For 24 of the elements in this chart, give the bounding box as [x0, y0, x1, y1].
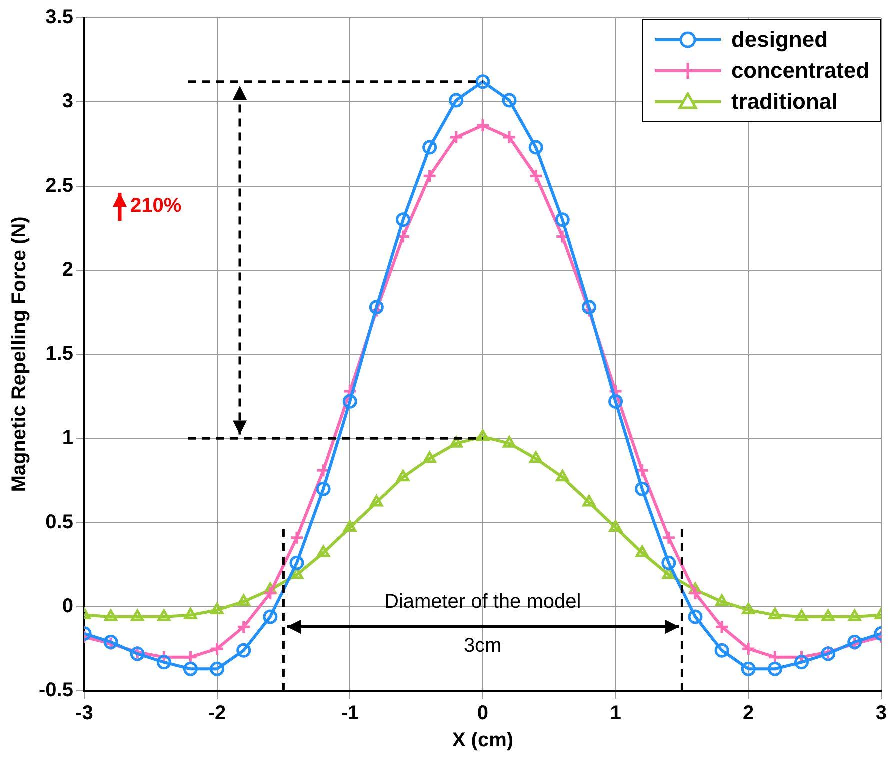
- y-tick-label: 1.5: [46, 343, 74, 366]
- x-tick-label: 0: [477, 702, 489, 725]
- y-tick-label: 3: [62, 90, 74, 113]
- y-tick-label: 2: [62, 258, 74, 281]
- x-tick-label: -2: [208, 702, 226, 725]
- annotation: 3cm: [464, 634, 502, 658]
- annotation: Diameter of the model: [384, 590, 582, 614]
- y-tick-label: 2.5: [46, 174, 74, 197]
- y-tick-label: 0: [62, 595, 74, 618]
- y-tick-label: 0.5: [46, 511, 74, 534]
- y-tick-label: -0.5: [38, 680, 74, 702]
- y-tick-label: 3.5: [46, 6, 74, 29]
- x-tick-label: 1: [610, 702, 622, 725]
- y-axis-title: Magnetic Repelling Force (N): [8, 216, 31, 492]
- legend-label: designed: [731, 26, 828, 54]
- x-tick-label: -3: [76, 702, 94, 725]
- x-axis-title: X (cm): [452, 730, 514, 752]
- x-tick-label: -1: [341, 702, 360, 725]
- x-tick-label: 3: [876, 702, 887, 725]
- legend-label: concentrated: [731, 57, 870, 85]
- x-tick-label: 2: [743, 702, 754, 725]
- legend-label: traditional: [731, 88, 838, 116]
- annotation: 210%: [130, 194, 182, 218]
- y-tick-label: 1: [62, 427, 74, 450]
